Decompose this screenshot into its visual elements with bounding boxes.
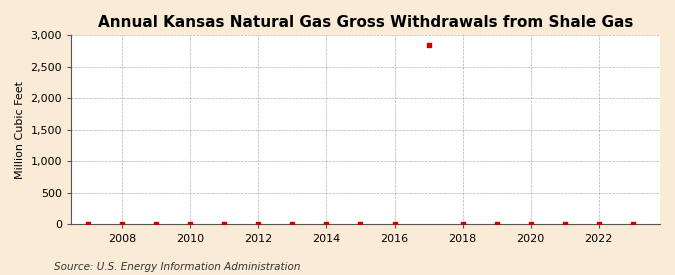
Point [627, 222, 638, 226]
Point [321, 222, 332, 227]
Point [83, 222, 94, 227]
Point [525, 222, 536, 226]
Point [287, 222, 298, 227]
Point [593, 222, 604, 226]
Point [185, 222, 196, 227]
Point [560, 222, 570, 226]
Point [151, 222, 162, 227]
Point [457, 222, 468, 226]
Point [117, 222, 128, 227]
Point [219, 222, 230, 227]
Y-axis label: Million Cubic Feet: Million Cubic Feet [15, 81, 25, 179]
Point [253, 222, 264, 227]
Point [491, 222, 502, 226]
Point [423, 43, 434, 47]
Point [389, 222, 400, 227]
Text: Source: U.S. Energy Information Administration: Source: U.S. Energy Information Administ… [54, 262, 300, 272]
Point [355, 222, 366, 227]
Title: Annual Kansas Natural Gas Gross Withdrawals from Shale Gas: Annual Kansas Natural Gas Gross Withdraw… [98, 15, 633, 30]
